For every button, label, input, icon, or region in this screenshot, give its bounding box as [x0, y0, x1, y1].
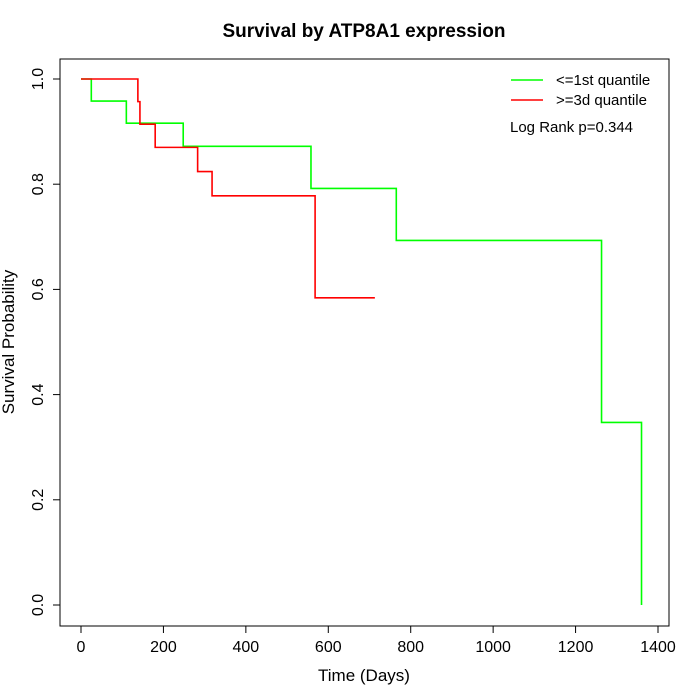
legend: <=1st quantile >=3d quantile [511, 72, 650, 109]
x-tick-label: 0 [77, 639, 86, 656]
y-tick-label: 0.2 [30, 489, 47, 511]
x-tick-label: 200 [150, 639, 177, 656]
x-tick-label: 1200 [558, 639, 594, 656]
series-line [81, 78, 375, 299]
x-tick-label: 1000 [475, 639, 511, 656]
chart-title: Survival by ATP8A1 expression [222, 21, 505, 42]
y-tick-label: 0.0 [30, 594, 47, 616]
x-axis-label: Time (Days) [318, 666, 410, 685]
y-axis: 0.0 0.2 0.4 0.6 0.8 1.0 [30, 68, 61, 616]
y-tick-label: 1.0 [30, 68, 47, 90]
plot-frame [59, 58, 670, 627]
log-rank-annotation: Log Rank p=0.344 [510, 119, 633, 136]
x-axis: 0 200 400 600 800 1000 1200 1400 [77, 625, 676, 656]
y-axis-label: Survival Probability [0, 269, 18, 414]
x-tick-label: 600 [315, 639, 342, 656]
x-tick-label: 400 [233, 639, 260, 656]
x-tick-label: 800 [397, 639, 424, 656]
y-tick-label: 0.6 [30, 278, 47, 300]
legend-label: <=1st quantile [556, 72, 650, 89]
x-tick-label: 1400 [640, 639, 676, 656]
legend-label: >=3d quantile [556, 92, 647, 109]
y-tick-label: 0.8 [30, 173, 47, 195]
series-line [81, 78, 643, 605]
y-tick-label: 0.4 [30, 383, 47, 405]
series-layer [81, 78, 643, 605]
